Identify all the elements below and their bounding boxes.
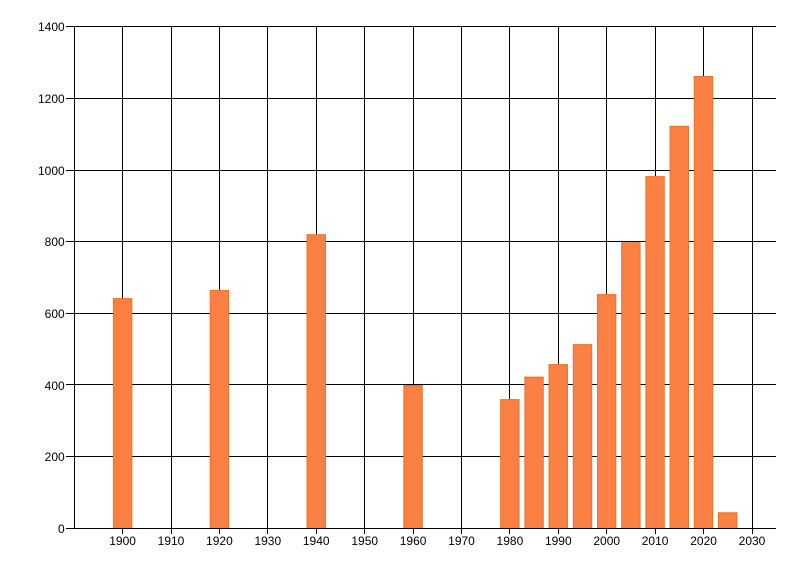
- svg-text:2020: 2020: [690, 534, 717, 548]
- svg-text:1980: 1980: [497, 534, 524, 548]
- svg-text:200: 200: [45, 450, 65, 464]
- svg-text:800: 800: [45, 235, 65, 249]
- svg-text:1000: 1000: [38, 164, 65, 178]
- svg-text:2030: 2030: [739, 534, 766, 548]
- svg-text:0: 0: [58, 522, 65, 536]
- svg-text:1960: 1960: [400, 534, 427, 548]
- svg-text:2000: 2000: [593, 534, 620, 548]
- svg-text:2010: 2010: [642, 534, 669, 548]
- svg-text:1940: 1940: [303, 534, 330, 548]
- svg-text:1400: 1400: [38, 20, 65, 34]
- svg-text:1900: 1900: [109, 534, 136, 548]
- svg-text:1930: 1930: [254, 534, 281, 548]
- svg-text:1970: 1970: [448, 534, 475, 548]
- svg-text:1920: 1920: [206, 534, 233, 548]
- svg-text:1200: 1200: [38, 92, 65, 106]
- svg-text:1990: 1990: [545, 534, 572, 548]
- svg-text:1910: 1910: [158, 534, 185, 548]
- svg-text:400: 400: [45, 379, 65, 393]
- svg-text:1950: 1950: [351, 534, 378, 548]
- svg-text:600: 600: [45, 307, 65, 321]
